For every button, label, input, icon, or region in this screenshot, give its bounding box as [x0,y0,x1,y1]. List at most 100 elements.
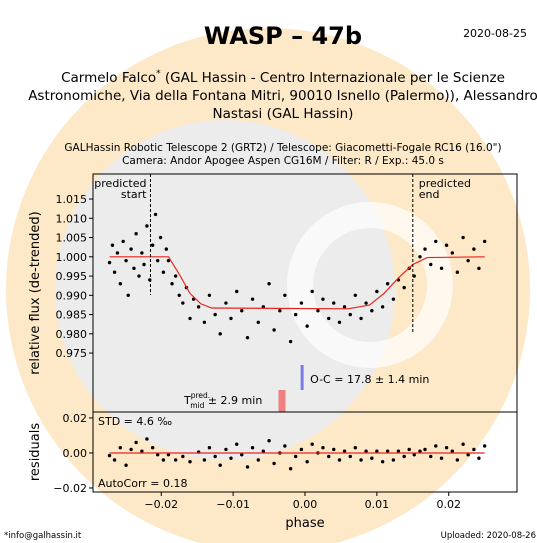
data-point [429,454,433,459]
data-point [472,247,476,251]
data-point [118,446,123,450]
watermark [287,202,453,368]
data-point [145,437,149,441]
data-point [407,447,411,452]
data-point [461,235,465,240]
data-point [477,266,481,271]
std-label: STD = 4.6 ‰ [98,415,172,428]
data-point [155,453,160,457]
data-point [229,456,233,460]
data-point [153,212,158,217]
tmid-marker [278,390,286,412]
x-axis-label: phase [285,516,324,531]
data-point [124,463,128,467]
data-point [118,282,123,286]
y-axis-label: relative flux (de-trended) [28,211,43,374]
data-point [121,239,125,244]
data-point [112,270,117,274]
data-point [207,293,212,298]
data-point [115,251,120,255]
data-point [224,301,228,305]
data-point [240,453,244,457]
data-point [107,260,112,265]
data-point [402,285,406,290]
data-point [161,458,166,462]
data-point [267,282,271,286]
data-point [310,442,314,446]
data-point [482,239,487,244]
data-point [370,456,374,460]
data-point [337,320,342,324]
data-point [250,297,255,301]
data-point [261,449,266,453]
data-point [327,454,331,459]
data-point [278,309,282,313]
data-point [170,282,174,286]
date: 2020-08-25 [463,27,527,40]
tmid-rest: ± 2.9 min [204,394,262,407]
data-point [272,328,276,332]
data-point [342,305,347,309]
y-tick-label: 0.995 [56,270,88,283]
data-point [267,439,271,443]
oc-label: O-C = 17.8 ± 1.4 min [310,373,429,386]
data-point [482,444,487,448]
data-point [132,266,136,271]
data-point [375,289,379,294]
data-point [256,458,260,462]
data-point [299,447,304,452]
data-point [359,316,363,321]
data-point [188,316,192,321]
data-point [129,247,133,251]
data-point [305,460,309,464]
data-point [224,447,228,452]
data-point [353,293,358,298]
data-point [364,449,368,453]
data-point [380,460,385,464]
data-point [288,467,293,471]
data-point [359,458,363,462]
y-tick-label: 0.00 [63,447,88,460]
tmid-sub: mid [190,401,204,410]
title: WASP – 47b [204,22,362,50]
data-point [412,453,416,457]
data-point [158,235,163,240]
data-point [134,440,138,445]
data-point [434,239,438,244]
data-point [455,458,460,462]
data-point [150,243,155,247]
data-point [218,463,222,467]
x-tick-label: 0.01 [365,498,390,511]
data-point [353,446,358,450]
data-point [235,442,239,446]
data-point [472,447,476,452]
data-point [288,339,293,344]
author-line: Astronomiche, Via della Fontana Mitri, 9… [28,88,537,104]
data-point [466,258,470,263]
data-point [188,460,192,464]
data-point [444,446,449,450]
data-point [202,458,207,462]
data-point [166,453,171,457]
data-point [173,274,178,278]
data-point [235,289,239,294]
tmid-symbol: T [183,394,191,407]
data-point [137,274,141,278]
data-point [293,312,298,317]
data-point [450,449,455,453]
oc-marker [300,365,304,390]
data-point [342,449,347,453]
data-point [213,312,217,317]
data-point [364,301,368,305]
data-point [150,446,155,450]
data-point [391,458,396,462]
data-point [283,293,287,298]
data-point [107,453,112,458]
y-tick-label: −0.02 [53,482,87,495]
y-axis-label: residuals [28,423,43,482]
data-point [444,243,449,247]
author: Carmelo Falco [61,70,156,86]
data-point [450,251,455,255]
data-point [423,447,427,452]
data-point [439,266,444,271]
